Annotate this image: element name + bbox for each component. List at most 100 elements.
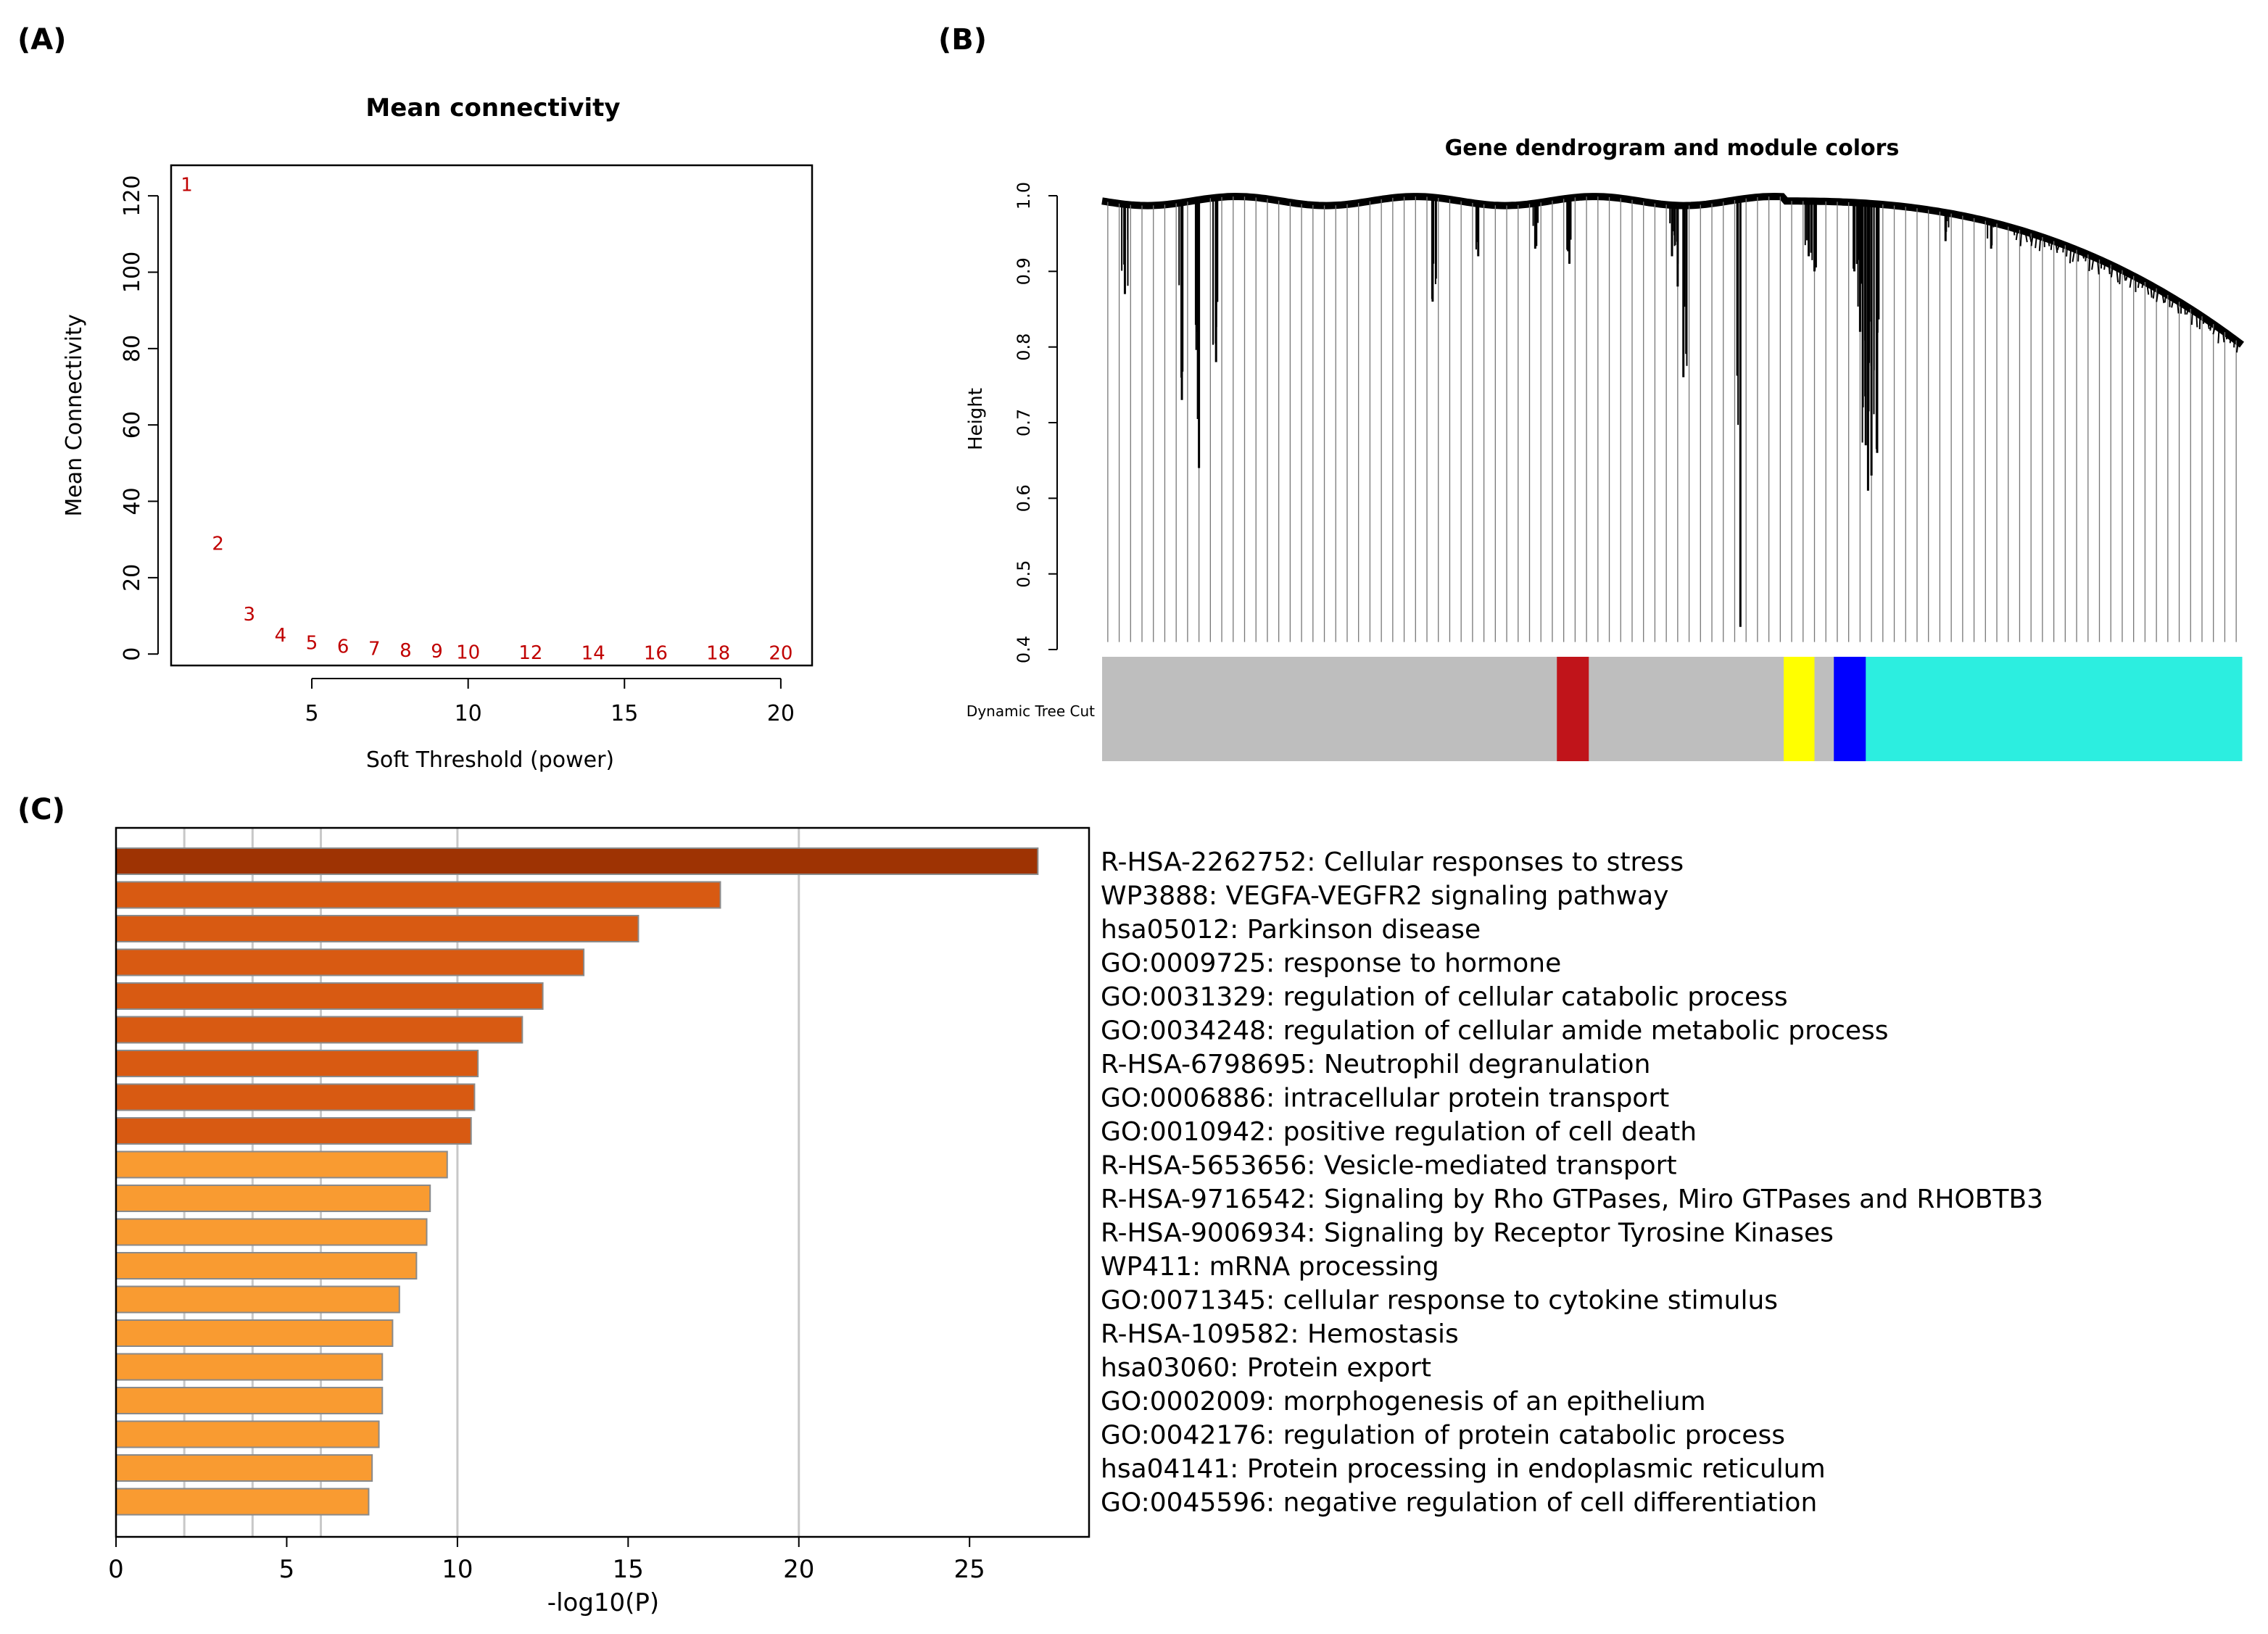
data-point-3: 3	[244, 604, 256, 626]
y-tick-label: 0.4	[1014, 636, 1034, 663]
data-point-16: 16	[644, 643, 668, 665]
category-label-5: GO:0031329: regulation of cellular catab…	[1101, 982, 1788, 1012]
module-grey	[1102, 657, 1557, 761]
dendrogram-tail	[2171, 298, 2174, 308]
dendrogram-tail	[2096, 258, 2100, 275]
dendrogram-tail	[2069, 247, 2072, 264]
category-label-6: GO:0034248: regulation of cellular amide…	[1101, 1016, 1889, 1046]
chart-c-bars	[115, 847, 1039, 1516]
y-tick-label: 40	[120, 487, 145, 515]
category-label-8: GO:0006886: intracellular protein transp…	[1101, 1084, 1669, 1113]
category-label-1: R-HSA-2262752: Cellular responses to str…	[1101, 847, 1684, 877]
dendrogram-tail	[2212, 325, 2217, 335]
category-label-13: WP411: mRNA processing	[1101, 1252, 1439, 1282]
dendrogram-tail	[2088, 255, 2091, 272]
y-tick-label: 0.5	[1014, 560, 1034, 588]
panel-label-c: (C)	[17, 793, 65, 826]
dendrogram-tail	[2047, 239, 2050, 246]
data-point-20: 20	[769, 643, 792, 665]
bar-11	[115, 1185, 431, 1212]
x-tick-label: 10	[442, 1555, 473, 1584]
bar-3	[115, 915, 640, 942]
category-label-16: hsa03060: Protein export	[1101, 1353, 1431, 1383]
chart-c-frame	[115, 826, 1090, 1538]
chart-a-x-axis: 5 10 15 20	[305, 678, 795, 726]
x-tick-label: 0	[108, 1555, 124, 1584]
dendrogram-tail	[2050, 240, 2053, 250]
chart-b-y-axis: 0.4 0.5 0.6 0.7 0.8 0.9 1.0	[1014, 182, 1058, 663]
dendrogram-tail	[2202, 318, 2205, 324]
bar-19	[115, 1454, 373, 1482]
dynamic-tree-cut-label: Dynamic Tree Cut	[967, 702, 1095, 720]
chart-a-frame	[170, 164, 814, 667]
module-red	[1557, 657, 1589, 761]
dendrogram-tail	[2129, 275, 2133, 288]
module-color-bar	[1102, 657, 2243, 761]
x-tick-label: 25	[954, 1555, 985, 1584]
dendrogram-tail	[2015, 229, 2019, 241]
chart-b-title: Gene dendrogram and module colors	[1445, 136, 1900, 161]
category-label-17: GO:0002009: morphogenesis of an epitheli…	[1101, 1387, 1706, 1417]
bar-2	[115, 881, 721, 909]
dendrogram-tail	[2081, 252, 2085, 259]
category-label-15: R-HSA-109582: Hemostasis	[1101, 1319, 1459, 1349]
category-label-10: R-HSA-5653656: Vesicle-mediated transpor…	[1101, 1151, 1677, 1181]
dendrogram-tail	[2146, 283, 2150, 295]
enrichment-bar-chart: 0 5 10 15 20 25 R-HSA-2262752: Cellular respo…	[108, 826, 2043, 1617]
module-blue	[1834, 657, 1866, 761]
x-tick-label: 5	[279, 1555, 295, 1584]
dendrogram-tail	[2108, 263, 2111, 275]
data-point-6: 6	[337, 636, 349, 658]
dendrogram-tail	[2164, 294, 2167, 303]
data-point-7: 7	[368, 638, 381, 660]
chart-a-title: Mean connectivity	[365, 94, 620, 123]
data-point-10: 10	[456, 642, 480, 664]
data-point-14: 14	[582, 643, 605, 665]
module-yellow	[1784, 657, 1815, 761]
dendrogram-tail	[2055, 241, 2058, 253]
dendrogram-tail	[2123, 270, 2127, 281]
dendrogram-tail	[2161, 291, 2165, 304]
mean-connectivity-chart: Mean connectivity 5 10 15 20 02040608010012…	[62, 94, 814, 773]
chart-c-category-labels: R-HSA-2262752: Cellular responses to str…	[1101, 847, 2043, 1518]
bar-4	[115, 948, 585, 976]
y-tick-label: 100	[120, 252, 145, 293]
bar-9	[115, 1117, 472, 1145]
category-label-18: GO:0042176: regulation of protein catabo…	[1101, 1421, 1785, 1451]
dendrogram-tail	[2024, 231, 2028, 243]
chart-a-ylabel: Mean Connectivity	[62, 314, 87, 516]
bar-12	[115, 1218, 428, 1246]
chart-a-xlabel: Soft Threshold (power)	[366, 747, 614, 773]
bar-7	[115, 1050, 479, 1077]
dendrogram-tail	[2056, 243, 2061, 251]
dendrogram-tail	[2206, 320, 2210, 329]
bar-6	[115, 1016, 523, 1044]
dendrogram-tail	[2141, 281, 2144, 289]
data-point-9: 9	[431, 641, 443, 663]
category-label-19: hsa04141: Protein processing in endoplas…	[1101, 1454, 1826, 1484]
chart-a-y-axis: 0 20 40 60 80 100 120	[120, 175, 159, 661]
dendrogram-tail	[2028, 232, 2032, 243]
data-point-18: 18	[706, 643, 730, 665]
category-label-12: R-HSA-9006934: Signaling by Receptor Tyr…	[1101, 1219, 1834, 1248]
category-label-4: GO:0009725: response to hormone	[1101, 949, 1561, 979]
dendrogram-tail	[2229, 336, 2232, 344]
bar-14	[115, 1285, 400, 1314]
dendrogram-tail	[2137, 278, 2140, 289]
category-label-11: R-HSA-9716542: Signaling by Rho GTPases,…	[1101, 1185, 2043, 1214]
dendrogram	[1101, 192, 2244, 642]
category-label-3: hsa05012: Parkinson disease	[1101, 915, 1481, 945]
x-tick-label: 20	[783, 1555, 814, 1584]
data-point-2: 2	[212, 533, 224, 555]
chart-b-ylabel: Height	[965, 388, 987, 450]
dendrogram-tail	[2013, 228, 2016, 236]
bar-15	[115, 1319, 394, 1347]
data-point-1: 1	[181, 174, 193, 196]
y-tick-label: 60	[120, 411, 145, 439]
chart-c-xlabel: -log10(P)	[547, 1588, 659, 1617]
gene-dendrogram-chart: Gene dendrogram and module colors 0.4 0.5…	[965, 136, 2244, 761]
y-tick-label: 0.9	[1014, 257, 1034, 285]
x-tick-label: 10	[455, 701, 482, 726]
